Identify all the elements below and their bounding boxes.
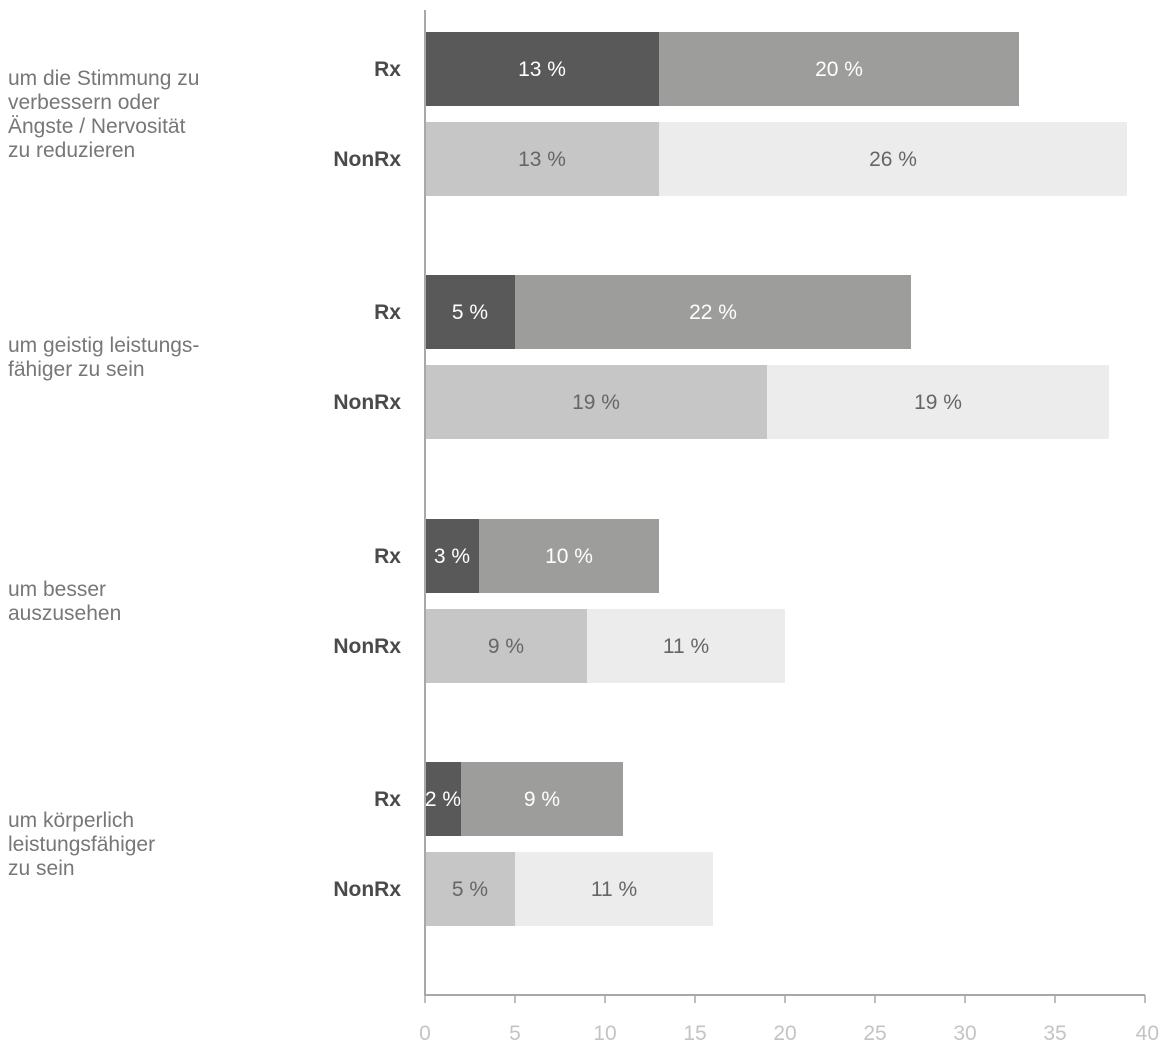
nonrx-bar-segment-2 — [767, 365, 1109, 439]
group-label-line: verbessern oder — [8, 91, 160, 114]
group-label: um besser auszusehen — [8, 578, 121, 625]
data-label: 11 % — [663, 635, 709, 658]
nonrx-bar-segment-1 — [425, 852, 515, 926]
x-tick-label: 40 — [1136, 1022, 1159, 1045]
nonrx-bar-segment-2 — [515, 852, 713, 926]
data-label: 9 % — [524, 788, 560, 811]
data-label: 10 % — [545, 545, 593, 568]
series-label: NonRx — [333, 635, 401, 658]
group-label-line: um die Stimmung zu — [8, 67, 199, 90]
group-label-line: Ängste / Nervosität — [8, 115, 186, 138]
data-label: 22 % — [689, 301, 737, 324]
data-label: 19 % — [914, 391, 962, 414]
group-label-line: um geistig leistungs- — [8, 334, 199, 357]
x-tick-label: 0 — [419, 1022, 431, 1045]
rx-bar-segment-2 — [461, 762, 623, 836]
group-label: um geistig leistungs-fähiger zu sein — [8, 334, 199, 381]
series-label: Rx — [374, 301, 401, 324]
rx-bar-segment-2 — [515, 275, 911, 349]
group-label-line: leistungsfähiger — [8, 833, 155, 856]
series-label: Rx — [374, 58, 401, 81]
group-label-line: um besser — [8, 578, 106, 601]
data-label: 26 % — [869, 148, 917, 171]
rx-bar-segment-1 — [425, 32, 659, 106]
series-label: NonRx — [333, 878, 401, 901]
nonrx-bar-segment-1 — [425, 365, 767, 439]
data-label: 5 % — [452, 301, 488, 324]
series-label: Rx — [374, 545, 401, 568]
data-label: 11 % — [591, 878, 637, 901]
data-label: 20 % — [815, 58, 863, 81]
group-label-line: auszusehen — [8, 602, 121, 625]
rx-bar-segment-2 — [659, 32, 1019, 106]
nonrx-bar-segment-1 — [425, 609, 587, 683]
group-label-line: um körperlich — [8, 809, 134, 832]
group-label-line: zu reduzieren — [8, 139, 135, 162]
x-tick-label: 25 — [863, 1022, 886, 1045]
data-label: 3 % — [434, 545, 470, 568]
rx-bar-segment-1 — [425, 275, 515, 349]
data-label: 19 % — [572, 391, 620, 414]
group-label: um körperlich leistungsfähiger zu sein — [8, 809, 155, 880]
x-tick-label: 20 — [773, 1022, 796, 1045]
group-label-line: zu sein — [8, 857, 75, 880]
data-label: 5 % — [452, 878, 488, 901]
group-label: um die Stimmung zu verbessern oder Ängste … — [8, 67, 199, 162]
nonrx-bar-segment-2 — [659, 122, 1127, 196]
x-tick-label: 15 — [683, 1022, 706, 1045]
x-tick-label: 5 — [509, 1022, 521, 1045]
data-label: 2 % — [425, 788, 461, 811]
data-label: 13 % — [518, 58, 566, 81]
x-tick-label: 35 — [1043, 1022, 1066, 1045]
nonrx-bar-segment-2 — [587, 609, 785, 683]
series-label: NonRx — [333, 391, 401, 414]
data-label: 9 % — [488, 635, 524, 658]
group-label-line: fähiger zu sein — [8, 358, 145, 381]
series-label: NonRx — [333, 148, 401, 171]
rx-bar-segment-1 — [425, 762, 461, 836]
rx-bar-segment-2 — [479, 519, 659, 593]
rx-bar-segment-1 — [425, 519, 479, 593]
nonrx-bar-segment-1 — [425, 122, 659, 196]
series-label: Rx — [374, 788, 401, 811]
x-tick-label: 10 — [593, 1022, 616, 1045]
x-tick-label: 30 — [953, 1022, 976, 1045]
data-label: 13 % — [518, 148, 566, 171]
